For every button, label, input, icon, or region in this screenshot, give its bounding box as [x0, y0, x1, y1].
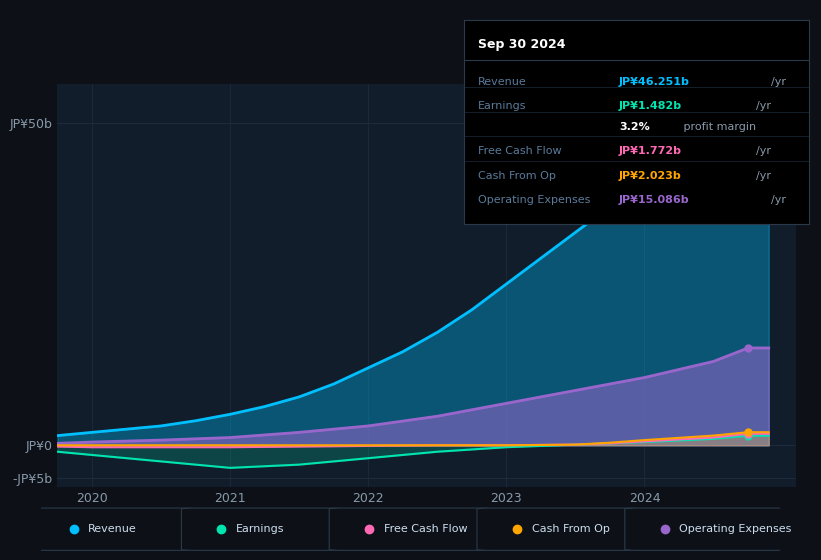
Text: Sep 30 2024: Sep 30 2024	[478, 38, 565, 51]
Text: Operating Expenses: Operating Expenses	[478, 195, 590, 206]
Text: Cash From Op: Cash From Op	[478, 171, 556, 181]
FancyBboxPatch shape	[329, 508, 492, 550]
Text: /yr: /yr	[756, 171, 771, 181]
Text: JP¥2.023b: JP¥2.023b	[619, 171, 681, 181]
Text: Earnings: Earnings	[236, 524, 285, 534]
Text: profit margin: profit margin	[680, 122, 756, 132]
Text: /yr: /yr	[756, 101, 771, 111]
FancyBboxPatch shape	[477, 508, 640, 550]
Text: /yr: /yr	[772, 77, 787, 87]
Text: Revenue: Revenue	[478, 77, 526, 87]
Text: Free Cash Flow: Free Cash Flow	[384, 524, 467, 534]
Text: JP¥46.251b: JP¥46.251b	[619, 77, 690, 87]
FancyBboxPatch shape	[181, 508, 344, 550]
FancyBboxPatch shape	[34, 508, 196, 550]
Text: Earnings: Earnings	[478, 101, 526, 111]
FancyBboxPatch shape	[625, 508, 787, 550]
Text: JP¥1.482b: JP¥1.482b	[619, 101, 682, 111]
Text: /yr: /yr	[756, 146, 771, 156]
Text: Operating Expenses: Operating Expenses	[680, 524, 791, 534]
Text: Cash From Op: Cash From Op	[532, 524, 609, 534]
Text: Free Cash Flow: Free Cash Flow	[478, 146, 562, 156]
Text: JP¥15.086b: JP¥15.086b	[619, 195, 690, 206]
Text: 3.2%: 3.2%	[619, 122, 649, 132]
Text: /yr: /yr	[772, 195, 787, 206]
Text: JP¥1.772b: JP¥1.772b	[619, 146, 682, 156]
Text: Revenue: Revenue	[89, 524, 137, 534]
